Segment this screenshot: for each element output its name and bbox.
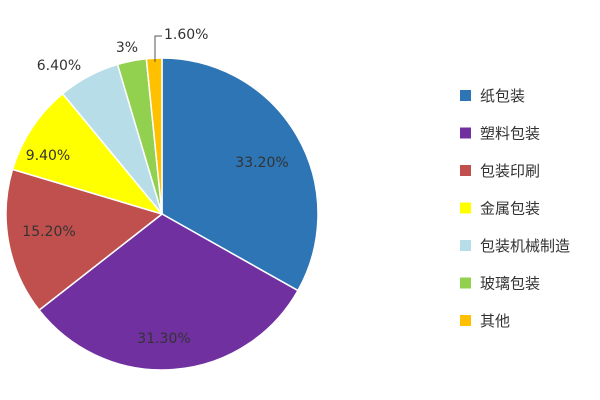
- legend-label-2: 包装印刷: [480, 162, 540, 180]
- data-label-6: 1.60%: [164, 27, 208, 43]
- legend-swatch-1: [460, 127, 471, 139]
- legend-swatch-0: [460, 90, 471, 101]
- leader-line: [154, 35, 162, 62]
- data-label-1: 31.30%: [137, 331, 190, 347]
- legend-label-1: 塑料包装: [480, 125, 540, 143]
- data-labels: 33.20% 31.30% 15.20% 9.40% 6.40% 3% 1.60%: [22, 27, 288, 347]
- pie-slice-3: [11, 92, 165, 216]
- legend-label-5: 玻璃包装: [480, 275, 540, 293]
- legend-label-0: 纸包装: [480, 87, 525, 105]
- pie-slices: [5, 57, 319, 371]
- data-label-2: 15.20%: [22, 224, 75, 240]
- legend-swatch-4: [460, 240, 471, 251]
- legend-label-4: 包装机械制造: [480, 237, 570, 255]
- legend-label-6: 其他: [480, 312, 510, 330]
- legend-swatch-3: [460, 202, 471, 214]
- pie-slice-2: [5, 168, 164, 312]
- pie-slice-1: [38, 213, 299, 371]
- legend-swatch-6: [460, 315, 471, 326]
- pie-slice-6: [145, 57, 163, 215]
- data-label-3: 9.40%: [26, 148, 70, 164]
- pie-slice-0: [161, 57, 319, 292]
- legend-swatch-5: [460, 277, 471, 289]
- data-label-0: 33.20%: [235, 155, 288, 171]
- legend-swatch-2: [460, 165, 471, 176]
- data-label-5: 3%: [116, 40, 138, 56]
- data-label-4: 6.40%: [37, 58, 81, 74]
- legend-label-3: 金属包装: [480, 200, 540, 218]
